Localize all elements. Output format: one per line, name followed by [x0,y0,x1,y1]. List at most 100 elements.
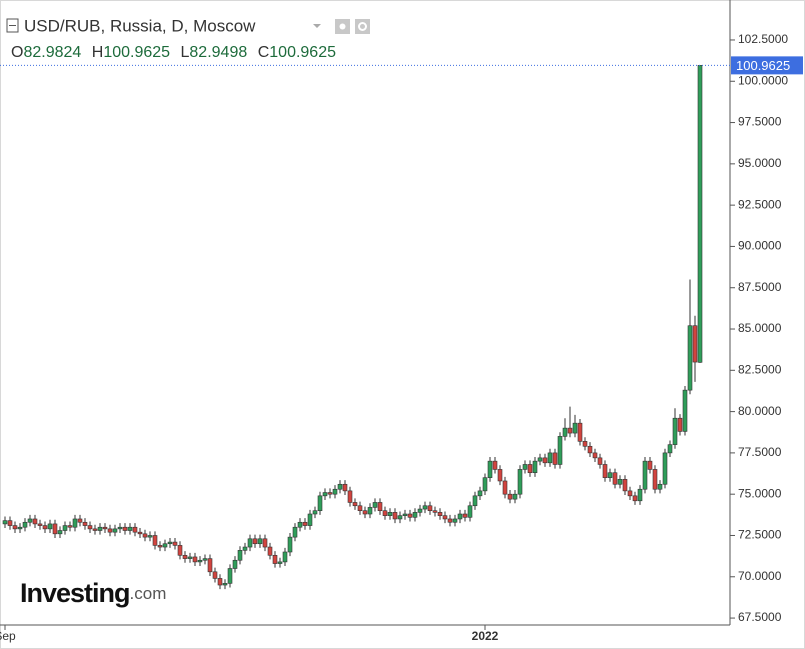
candle-body [597,457,603,465]
y-tick-label: 100.0000 [738,73,788,87]
ohlc-value: 82.9498 [189,44,247,61]
candle-body [77,518,83,523]
candle-body [212,571,218,579]
candle-body [127,526,133,531]
candle-body [92,528,98,531]
candle-body [417,508,423,513]
candle-body [567,427,573,434]
x-tick-label: 2022 [472,629,499,643]
last-price-label: 100.9625 [736,58,790,73]
candle-body [222,583,228,586]
candle-body [42,525,48,530]
y-tick-label: 97.5000 [738,115,782,129]
candle-body [552,452,558,465]
candle-body [692,325,698,363]
y-tick-label: 85.0000 [738,321,782,335]
candle-body [557,436,563,465]
collapse-icon[interactable] [6,18,19,33]
y-tick-label: 90.0000 [738,239,782,253]
candle-body [532,460,538,474]
candle-body [137,531,143,535]
x-tick-label: Sep [0,629,16,643]
ohlc-value: 100.9625 [103,44,170,61]
candle-body [347,490,353,503]
candle-body [317,495,323,512]
candle-body [132,526,138,533]
candle-body [447,518,453,523]
candle-body [202,558,208,561]
chart-title: USD/RUB, Russia, D, Moscow [24,16,256,35]
candle-body [677,417,683,432]
candle-body [57,530,63,535]
candle-body [37,523,43,526]
candle-body [27,518,33,523]
candle-body [207,558,213,573]
candle-body [342,483,348,492]
y-tick-label: 75.0000 [738,486,782,500]
candle-body [307,513,313,526]
y-tick-label: 102.5000 [738,32,788,46]
candle-body [12,525,18,530]
y-tick-label: 67.5000 [738,610,782,624]
eye-icon-pupil [339,23,346,30]
last-price-tag [731,56,803,75]
candle-body [32,518,38,525]
watermark: Investing.com [20,578,166,608]
ohlc-label: H [92,44,104,61]
y-tick-label: 95.0000 [738,156,782,170]
candle-body [297,521,303,528]
candle-body [497,469,503,482]
candle-body [67,525,73,528]
candle-body [467,505,473,518]
candle-body [582,441,588,447]
candle-body [547,452,553,464]
candle-body [652,469,658,490]
y-tick-label: 87.5000 [738,280,782,294]
ohlc-label: O [11,44,23,61]
candle-body [227,568,233,584]
settings-icon[interactable] [355,19,370,34]
candle-body [242,546,248,551]
candle-body [407,513,413,518]
candle-body [322,492,328,497]
ohlc-value: 100.9625 [269,44,336,61]
candle-body [362,510,368,515]
candle-body [302,521,308,526]
candle-body [602,464,608,478]
candle-body [392,512,398,520]
candle-body [617,479,623,485]
candle-body [632,495,638,502]
candle-body [627,490,633,497]
candle-body [102,526,108,530]
candle-body [672,417,678,445]
candle-body [87,525,93,530]
candle-body [472,495,478,507]
candle-body [507,493,513,500]
candle-body [157,545,163,548]
candle-body [622,479,628,492]
candle-body [527,464,533,474]
candle-body [687,325,693,391]
watermark-suffix: .com [130,584,167,603]
y-tick-label: 80.0000 [738,404,782,418]
candle-body [542,457,548,464]
candle-body [312,510,318,515]
settings-icon-gear [358,22,367,31]
candle-body [432,510,438,513]
candle-body [287,536,293,553]
candle-body [537,457,543,462]
plot-area [2,65,703,590]
candle-body [152,535,158,546]
candle-body [62,525,68,531]
candle-body [612,472,618,485]
candle-body [437,512,443,516]
candle-body [382,510,388,516]
candle-body [97,526,103,531]
candle-body [2,520,8,525]
candle-body [667,444,673,454]
candle-body [462,513,468,518]
dropdown-arrow[interactable] [313,24,321,28]
candle-body [577,422,583,442]
